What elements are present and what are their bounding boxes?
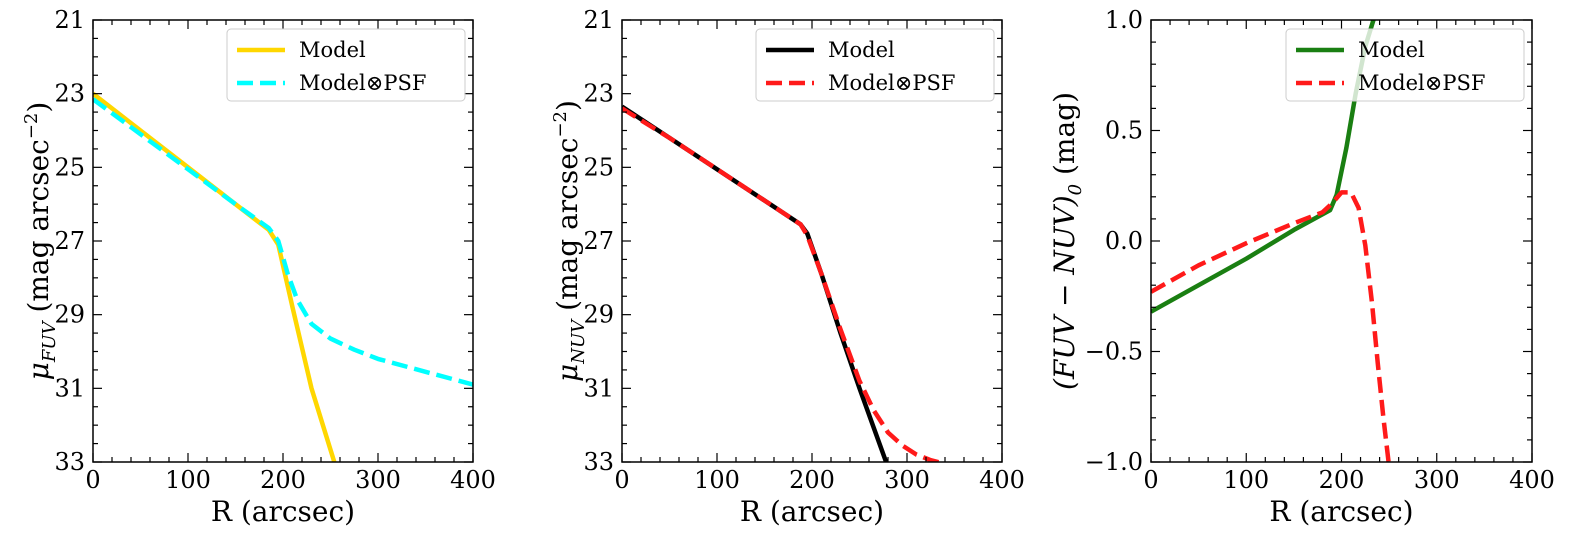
x-tick-label: 100 [694,466,740,494]
y-tick-label: 29 [54,301,85,329]
panel-fuv-profile: 0 100 200 300 400 21 23 25 27 29 31 33 R (arcsec) μFU… [21,6,496,528]
y-tick-label: −1.0 [1085,448,1143,476]
legend-entry: Model⊗PSF [1358,71,1485,95]
series-group [622,104,946,462]
x-axis-label: R (arcsec) [211,495,355,528]
series-line-model-psf [93,97,473,387]
legend-entry: Model⊗PSF [828,71,955,95]
x-tick-label: 200 [1319,466,1365,494]
y-tick-label: 33 [583,448,614,476]
y-axis-label: (FUV − NUV)0 (mag) [1048,92,1086,390]
y-tick-label: 25 [54,153,85,181]
legend-box [1285,28,1525,102]
legend-entry: Model⊗PSF [299,71,426,95]
legend: Model Model⊗PSF [755,28,995,102]
x-axis-label: R (arcsec) [740,495,884,528]
y-tick-label: 29 [583,301,614,329]
panel-nuv-profile: 0 100 200 300 400 21 23 25 27 29 31 33 R (arcsec) μNU… [550,6,1025,528]
x-tick-label: 200 [789,466,835,494]
y-tick-label: 33 [54,448,85,476]
series-line-model-psf [622,106,946,462]
x-tick-label: 300 [355,466,401,494]
legend-entry: Model [1358,38,1425,62]
y-tick-label: 21 [583,6,614,34]
x-tick-label: 400 [1509,466,1555,494]
y-tick-label: 27 [54,227,85,255]
x-tick-label: 0 [614,466,629,494]
y-tick-label: 23 [54,80,85,108]
x-tick-label: 200 [260,466,306,494]
legend: Model Model⊗PSF [1285,28,1525,102]
legend-box [226,28,466,102]
y-tick-label: 25 [583,153,614,181]
legend-entry: Model [299,38,366,62]
y-tick-label: 0.5 [1105,117,1143,145]
y-axis-label: μFUV (mag arcsec−2) [21,102,60,381]
y-tick-label: 31 [54,374,85,402]
x-tick-label: 400 [979,466,1025,494]
x-tick-label: 300 [1414,466,1460,494]
x-tick-label: 300 [884,466,930,494]
y-tick-label: 27 [583,227,614,255]
x-tick-label: 100 [1223,466,1269,494]
legend-entry: Model [828,38,895,62]
panel-color-profile: 0 100 200 300 400 −1.0 −0.5 0.0 0.5 1.0 R (arcsec)… [1048,6,1555,528]
series-line-model [622,104,889,462]
x-tick-label: 400 [450,466,496,494]
y-tick-label: −0.5 [1085,338,1143,366]
x-tick-label: 100 [165,466,211,494]
x-tick-label: 0 [1143,466,1158,494]
x-tick-label: 0 [85,466,100,494]
series-line-model [93,91,337,462]
x-axis-label: R (arcsec) [1269,495,1413,528]
y-tick-label: 31 [583,374,614,402]
y-axis-label: μNUV (mag arcsec−2) [550,100,589,382]
y-tick-label: 23 [583,80,614,108]
legend: Model Model⊗PSF [226,28,466,102]
legend-box [755,28,995,102]
series-line-model-psf [1151,190,1391,462]
y-tick-label: 21 [54,6,85,34]
y-tick-label: 1.0 [1105,6,1143,34]
y-tick-label: 0.0 [1105,227,1143,255]
series-group [93,91,473,462]
